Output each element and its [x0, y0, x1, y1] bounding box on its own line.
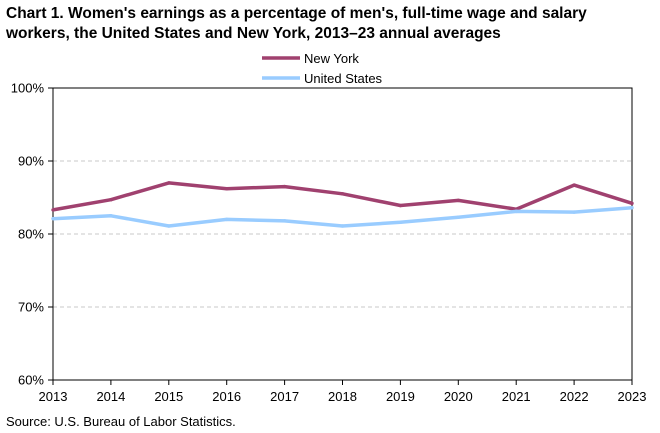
y-tick-label: 80% [18, 227, 44, 242]
legend-label-united-states: United States [304, 71, 383, 86]
data-point-united-states [572, 210, 576, 214]
data-point-united-states [167, 224, 171, 228]
y-tick-label: 90% [18, 154, 44, 169]
data-point-new-york [456, 198, 460, 203]
data-point-new-york [340, 192, 345, 196]
y-tick-label: 60% [18, 373, 44, 388]
data-point-united-states [340, 224, 345, 228]
x-tick-label: 2022 [560, 389, 589, 404]
chart-title: Chart 1. Women's earnings as a percentag… [6, 4, 654, 44]
source-note: Source: U.S. Bureau of Labor Statistics. [6, 414, 236, 429]
chart-title-line-2: workers, the United States and New York,… [6, 25, 501, 42]
x-tick-label: 2020 [444, 389, 473, 404]
data-point-new-york [572, 183, 576, 187]
data-point-united-states [514, 209, 518, 214]
data-point-new-york [51, 208, 55, 212]
data-point-united-states [630, 206, 634, 210]
x-tick-label: 2016 [212, 389, 241, 404]
data-point-new-york [225, 187, 229, 191]
data-point-united-states [51, 216, 55, 221]
y-tick-label: 100% [11, 81, 45, 96]
data-point-new-york [282, 184, 287, 189]
legend: New York United States [262, 51, 383, 86]
series-line-united-states [52, 205, 633, 228]
data-point-new-york [109, 197, 113, 202]
x-tick-label: 2021 [502, 389, 531, 404]
data-point-united-states [398, 220, 403, 225]
x-tick-label: 2018 [328, 389, 357, 404]
gridlines [53, 160, 632, 308]
x-tick-label: 2014 [96, 389, 125, 404]
series-line-new-york [52, 181, 633, 212]
series-lines [51, 181, 634, 228]
data-point-new-york [167, 181, 171, 185]
x-tick-label: 2023 [618, 389, 647, 404]
y-tick-label: 70% [18, 300, 44, 315]
chart-title-line-1: Chart 1. Women's earnings as a percentag… [6, 5, 587, 22]
data-point-new-york [630, 201, 634, 206]
data-point-united-states [456, 215, 460, 219]
x-tick-label: 2019 [386, 389, 415, 404]
data-point-united-states [282, 219, 287, 223]
x-axis-ticks: 2013 2014 2015 2016 2017 2018 2019 2020 2021 2022… [39, 380, 647, 404]
data-point-new-york [398, 203, 403, 208]
legend-label-new-york: New York [304, 51, 359, 66]
y-axis-ticks: 60% 70% 80% 90% 100% [11, 81, 53, 388]
x-tick-label: 2013 [39, 389, 68, 404]
x-tick-label: 2017 [270, 389, 299, 404]
data-point-united-states [109, 214, 113, 218]
data-point-united-states [225, 217, 229, 222]
x-tick-label: 2015 [154, 389, 183, 404]
